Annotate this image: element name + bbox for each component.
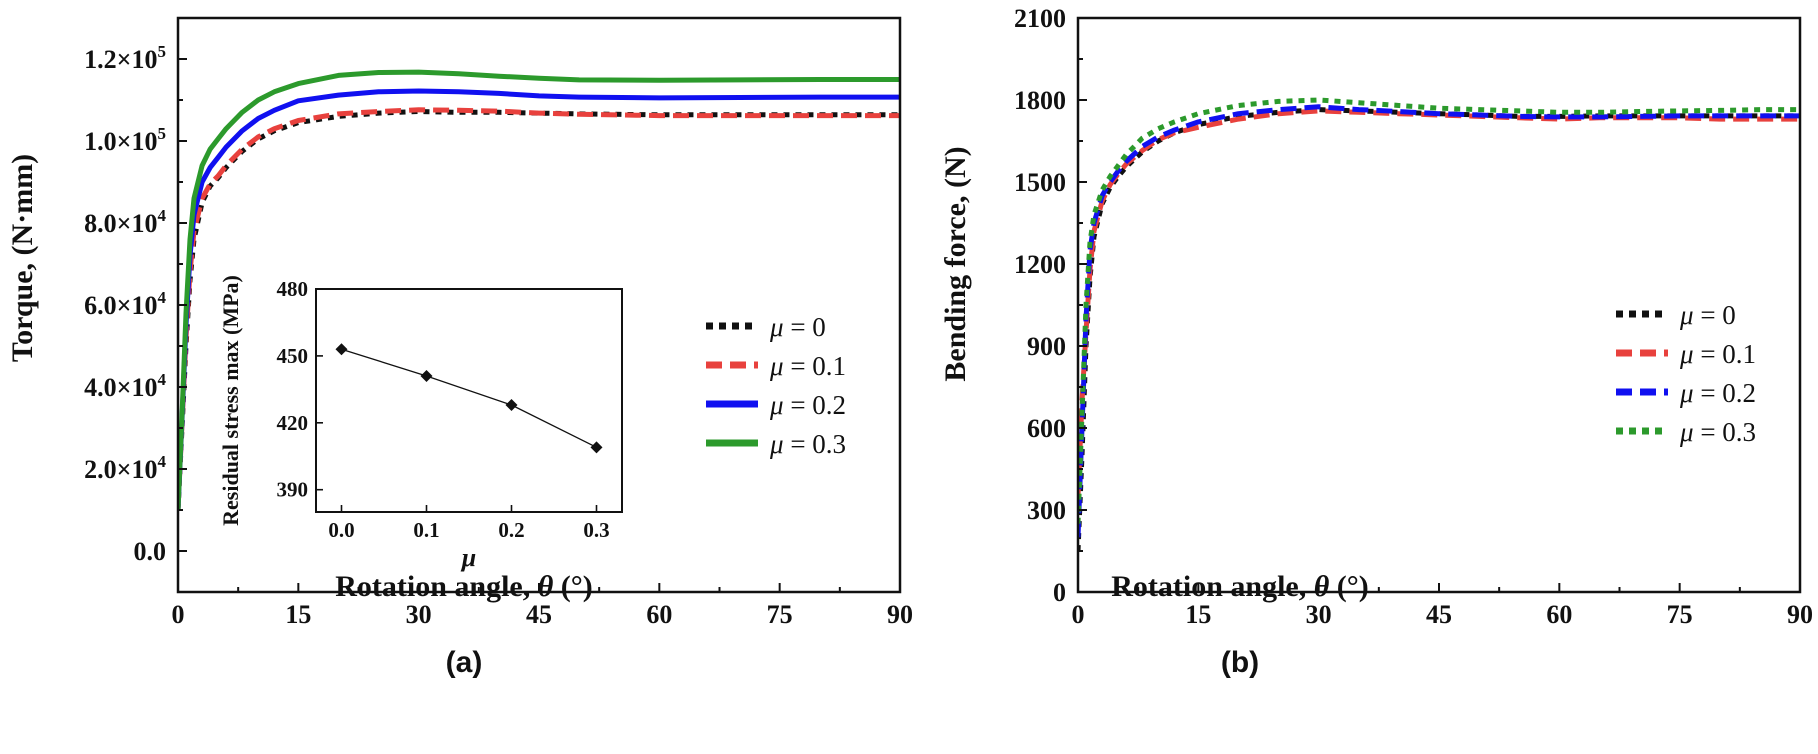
legend-label-b-3: μ = 0.3 <box>1679 417 1756 447</box>
y-tick-label: 6.0×104 <box>84 288 166 320</box>
panel-b-y-axis-title: Bending force, (N) <box>939 146 972 381</box>
inset-x-tick-label: 0.3 <box>583 518 609 542</box>
panel-a-legend: μ = 0 μ = 0.1 μ = 0.2 μ = 0.3 <box>706 312 846 459</box>
panel-a-y-axis-title: Torque, (N·mm) <box>6 154 39 362</box>
x-tick-label: 0 <box>172 600 185 629</box>
x-tick-label: 60 <box>1546 600 1572 629</box>
legend-label-a-0: μ = 0 <box>769 312 826 342</box>
series-line-b-2 <box>1078 104 1800 538</box>
x-tick-label: 45 <box>1426 600 1452 629</box>
legend-label-a-1: μ = 0.1 <box>769 351 846 381</box>
y-tick-label: 900 <box>1027 332 1066 361</box>
y-tick-label: 300 <box>1027 496 1066 525</box>
panel-b-series-layer <box>1078 97 1800 552</box>
inset-point <box>335 343 348 356</box>
inset-x-tick-label: 0.2 <box>498 518 524 542</box>
series-line-a-3 <box>178 69 900 511</box>
x-tick-label: 75 <box>1667 600 1693 629</box>
legend-label-a-3: μ = 0.3 <box>769 429 846 459</box>
inset-point <box>420 369 433 382</box>
y-tick-label: 1500 <box>1014 168 1066 197</box>
y-tick-label: 0 <box>1053 578 1066 607</box>
x-tick-label: 90 <box>1787 600 1813 629</box>
y-tick-label: 1200 <box>1014 250 1066 279</box>
x-tick-label: 60 <box>646 600 672 629</box>
inset-y-tick-label: 450 <box>277 344 309 368</box>
x-tick-label: 15 <box>1185 600 1211 629</box>
y-tick-label: 1800 <box>1014 86 1066 115</box>
inset-x-tick-label: 0.1 <box>413 518 439 542</box>
y-tick-label: 0.0 <box>134 537 167 566</box>
y-tick-label: 2.0×104 <box>84 452 166 484</box>
legend-label-b-1: μ = 0.1 <box>1679 339 1756 369</box>
inset-x-tick-label: 0.0 <box>328 518 354 542</box>
panel-b-bending-force-chart: 0 15 30 45 60 75 9003006009001200150018002100 … <box>939 4 1813 679</box>
legend-label-a-2: μ = 0.2 <box>769 390 846 420</box>
panel-b-legend: μ = 0 μ = 0.1 μ = 0.2 μ = 0.3 <box>1616 300 1756 447</box>
y-tick-label: 1.0×105 <box>84 124 166 156</box>
x-tick-label: 15 <box>285 600 311 629</box>
x-tick-label: 30 <box>1306 600 1332 629</box>
series-line-b-0 <box>1078 107 1800 552</box>
panel-a-axes: 0 15 30 45 60 75 90 0.0 2.0×104 4.0×104 6.0×104 8.0… <box>84 16 913 629</box>
inset-y-tick-label: 420 <box>277 411 309 435</box>
y-tick-label: 2100 <box>1014 4 1066 33</box>
x-tick-label: 90 <box>887 600 913 629</box>
inset-chart: 0.0 0.1 0.2 0.3 390 420 450 480 Residual stress … <box>218 275 623 572</box>
panel-a-label: (a) <box>446 646 483 679</box>
x-tick-label: 30 <box>406 600 432 629</box>
legend-label-b-2: μ = 0.2 <box>1679 378 1756 408</box>
inset-frame <box>315 288 623 513</box>
x-tick-label: 45 <box>526 600 552 629</box>
y-tick-label: 1.2×105 <box>84 42 166 74</box>
inset-line <box>341 348 597 448</box>
panel-a-series-layer <box>178 69 900 511</box>
inset-y-axis-title: Residual stress max (MPa) <box>218 275 243 526</box>
x-tick-label: 0 <box>1072 600 1085 629</box>
inset-x-axis-title: μ <box>460 543 476 572</box>
y-tick-label: 600 <box>1027 414 1066 443</box>
inset-point <box>505 398 518 411</box>
x-tick-label: 75 <box>767 600 793 629</box>
panel-b-label: (b) <box>1221 646 1259 679</box>
y-tick-label: 8.0×104 <box>84 206 166 238</box>
inset-y-tick-label: 390 <box>277 478 309 502</box>
legend-label-b-0: μ = 0 <box>1679 300 1736 330</box>
y-tick-label: 4.0×104 <box>84 370 166 402</box>
panel-b-x-axis-title: Rotation angle, θ (°) <box>1111 570 1369 603</box>
inset-point <box>590 441 603 454</box>
inset-y-tick-label: 480 <box>277 277 309 301</box>
panel-a-x-axis-title: Rotation angle, θ (°) <box>335 570 593 603</box>
